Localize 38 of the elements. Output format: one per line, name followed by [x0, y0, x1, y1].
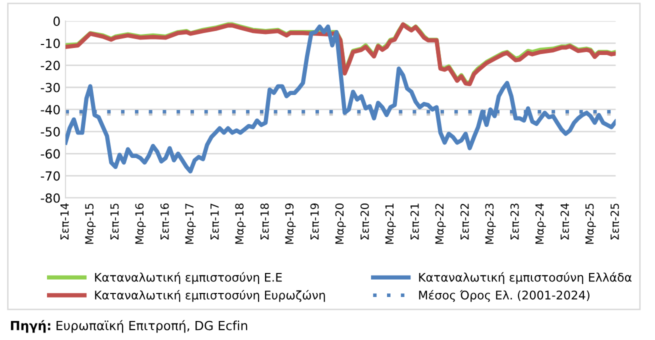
x-tick-label: Σεπ-21 [410, 204, 419, 240]
x-tick-label: Μαρ-17 [185, 204, 196, 244]
legend-label: Μέσος Όρος Ελ. (2001-2024) [419, 290, 590, 302]
x-tick-label: Μαρ-23 [485, 204, 496, 244]
legend-label: Καταναλωτική εμπιστοσύνη Ελλάδα [419, 272, 632, 284]
x-tick-label: Σεπ-18 [260, 204, 269, 240]
x-tick-label: Σεπ-14 [60, 203, 69, 240]
x-tick-label: Μαρ-16 [135, 203, 146, 244]
text: Πηγή: Ευρωπαϊκή Επιτροπή, DG Ecfin [10, 320, 248, 333]
x-tick-label: Σεπ-22 [460, 204, 469, 240]
y-tick-label: -40 [40, 104, 60, 114]
x-tick-label: Σεπ-16 [160, 203, 169, 240]
x-tick-label: Σεπ-23 [510, 204, 519, 240]
y-tick-label: -80 [40, 193, 60, 203]
y-tick-label: 0 [54, 16, 60, 26]
x-tick-label: Μαρ-20 [335, 203, 346, 244]
x-tick-label: Σεπ-15 [110, 204, 119, 240]
y-tick-label: -10 [40, 38, 60, 48]
y-tick-label: -50 [40, 127, 60, 137]
y-tick-label: -20 [40, 60, 60, 70]
x-tick-label: Μαρ-15 [85, 204, 96, 244]
legend-label: Καταναλωτική εμπιστοσύνη Ευρωζώνη [95, 290, 325, 302]
x-tick-label: Σεπ-20 [360, 203, 369, 240]
y-tick-label: -70 [40, 171, 60, 181]
x-tick-label: Σεπ-25 [610, 204, 619, 240]
x-tick-label: Σεπ-24 [560, 203, 569, 240]
x-tick-label: Μαρ-19 [285, 204, 296, 244]
x-tick-label: Μαρ-24 [535, 203, 546, 244]
x-tick-label: Μαρ-21 [385, 204, 396, 244]
x-tick-label: Μαρ-18 [235, 204, 246, 244]
y-tick-label: -30 [40, 82, 60, 92]
legend-label: Καταναλωτική εμπιστοσύνη Ε.Ε [95, 272, 282, 284]
x-tick-label: Μαρ-25 [585, 204, 596, 244]
x-tick-label: Μαρ-22 [435, 204, 446, 244]
y-tick-label: -60 [40, 149, 60, 159]
x-tick-label: Σεπ-17 [210, 204, 219, 240]
x-tick-label: Σεπ-19 [310, 204, 319, 240]
line-series [66, 24, 616, 174]
